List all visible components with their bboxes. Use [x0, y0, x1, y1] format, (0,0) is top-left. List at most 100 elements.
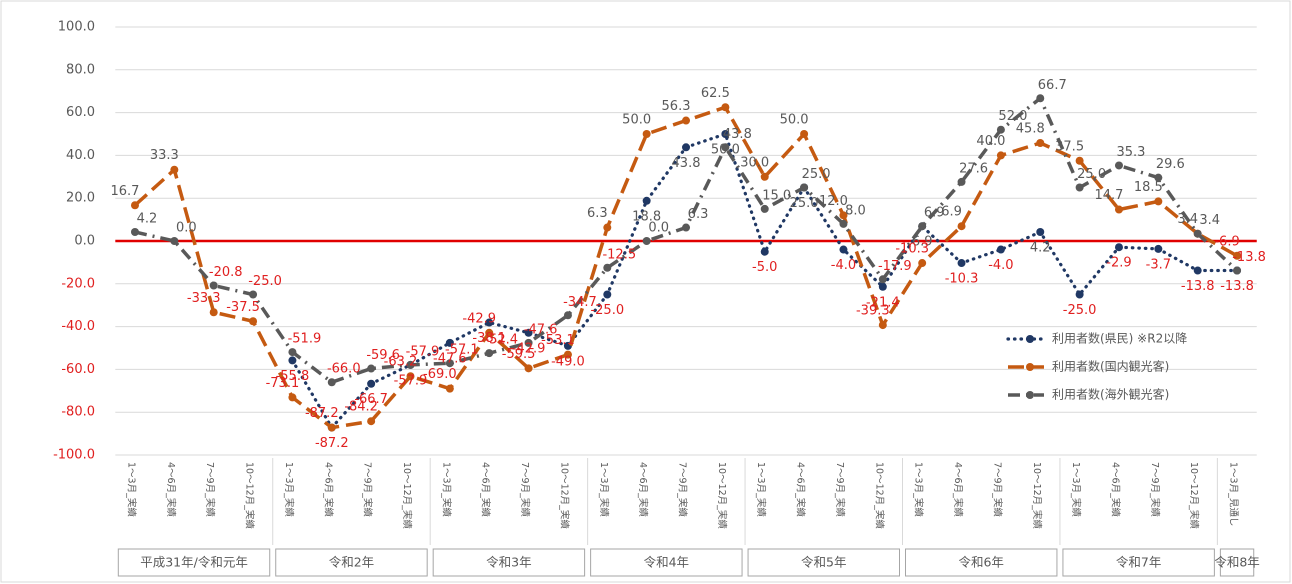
series-point	[563, 350, 572, 359]
series-point	[485, 349, 494, 358]
data-label: 50.0	[780, 113, 809, 128]
x-tick-label: 10～12月_実績	[716, 462, 728, 529]
legend-marker	[1026, 363, 1034, 371]
data-label: 4.2	[1030, 241, 1051, 256]
data-label: -53.1	[541, 333, 575, 348]
data-label: 25.0	[802, 167, 831, 182]
data-label: 62.5	[701, 86, 730, 101]
data-label: -59.5	[502, 347, 536, 362]
series-point	[288, 356, 297, 365]
y-tick-label: 60.0	[66, 105, 95, 120]
data-label: -20.8	[209, 265, 243, 280]
series-point	[1114, 161, 1123, 170]
data-label: 4.2	[137, 212, 158, 227]
y-tick-label: -20.0	[61, 276, 95, 291]
series-point	[563, 311, 572, 320]
x-tick-label: 4～6月_実績	[952, 462, 964, 517]
series-point	[918, 259, 927, 268]
data-label: 50.0	[711, 143, 740, 158]
series-point	[170, 237, 179, 245]
series-point	[800, 130, 809, 138]
series-point	[445, 338, 454, 347]
series-point	[1075, 290, 1084, 299]
data-label: -10.3	[945, 272, 979, 287]
group-label: 令和8年	[1214, 555, 1259, 570]
legend-marker	[1026, 391, 1034, 399]
series-point	[1075, 183, 1084, 192]
data-label: 30.0	[740, 155, 769, 170]
group-box	[590, 548, 743, 577]
series-point	[839, 245, 848, 254]
series-point	[445, 359, 454, 368]
data-label: -63.2	[384, 355, 418, 370]
x-tick-label: 7～9月_実績	[991, 462, 1003, 517]
group-box	[1219, 548, 1255, 577]
series-point	[642, 130, 651, 138]
series-point	[1036, 138, 1045, 147]
series-point	[1154, 197, 1163, 206]
series-point	[1154, 173, 1163, 182]
series-point	[957, 222, 966, 231]
data-label: 0.0	[176, 221, 197, 236]
data-label: -42.9	[512, 341, 546, 356]
series-point	[1114, 243, 1123, 252]
series-point	[721, 143, 730, 152]
y-tick-label: -60.0	[61, 362, 95, 377]
x-tick-label: 7～9月_実績	[519, 462, 531, 517]
data-label: 33.3	[150, 148, 179, 163]
data-label: -51.9	[288, 332, 322, 347]
series-point	[367, 379, 376, 388]
data-label: -13.8	[1220, 279, 1254, 294]
series-point	[209, 308, 218, 317]
group-box	[117, 548, 271, 577]
x-tick-label: 10～12月_実績	[1188, 462, 1200, 529]
data-label: -3.7	[1146, 257, 1171, 272]
x-tick-label: 10～12月_実績	[873, 462, 885, 529]
data-label: 25.0	[790, 196, 819, 211]
x-tick-label: 10～12月_実績	[558, 462, 570, 529]
x-tick-label: 4～6月_実績	[165, 462, 177, 517]
data-label: 12.0	[819, 194, 848, 209]
x-tick-label: 1～3月_実績	[598, 462, 610, 517]
data-label: -47.6	[433, 351, 467, 366]
data-label: 66.7	[1038, 78, 1067, 93]
data-label: -37.5	[226, 300, 260, 315]
series-point	[721, 103, 730, 112]
data-label: -87.2	[315, 436, 349, 451]
data-label: 6.9	[912, 235, 933, 250]
x-tick-label: 4～6月_実績	[480, 462, 492, 517]
group-box	[275, 548, 428, 577]
series-point	[760, 204, 769, 213]
group-label: 令和3年	[486, 555, 531, 570]
series-point	[327, 378, 336, 387]
series-point	[1036, 228, 1045, 237]
data-label: 3.4	[1199, 213, 1220, 228]
x-tick-label: 1～3月_実績	[283, 462, 295, 517]
x-tick-label: 7～9月_実績	[1149, 462, 1161, 517]
x-tick-label: 4～6月_実績	[322, 462, 334, 517]
series-point	[760, 172, 769, 181]
data-label: 25.0	[1077, 167, 1106, 182]
series-point	[957, 259, 966, 268]
x-tick-label: 7～9月_実績	[834, 462, 846, 517]
series-point	[524, 364, 533, 373]
group-label: 平成31年/令和元年	[140, 555, 248, 570]
series-point	[878, 282, 887, 291]
legend-label: 利用者数(県民) ※R2以降	[1052, 331, 1187, 346]
series-point	[878, 321, 887, 330]
data-label: -57.1	[445, 343, 479, 358]
x-tick-label: 4～6月_実績	[1109, 462, 1121, 517]
data-label: 18.8	[632, 209, 661, 224]
x-tick-label: 1～3月_見通し	[1228, 462, 1239, 526]
series-point	[878, 275, 887, 284]
data-label: -4.0	[988, 258, 1013, 273]
series-point	[406, 372, 415, 381]
data-label: -39.3	[856, 304, 890, 319]
legend-marker	[1026, 335, 1034, 343]
group-label: 令和6年	[958, 555, 1003, 570]
series-point	[1154, 244, 1163, 253]
data-label: 45.8	[1016, 121, 1045, 136]
group-box	[432, 548, 586, 577]
x-tick-label: 1～3月_実績	[913, 462, 925, 517]
data-label: 6.3	[587, 206, 608, 221]
